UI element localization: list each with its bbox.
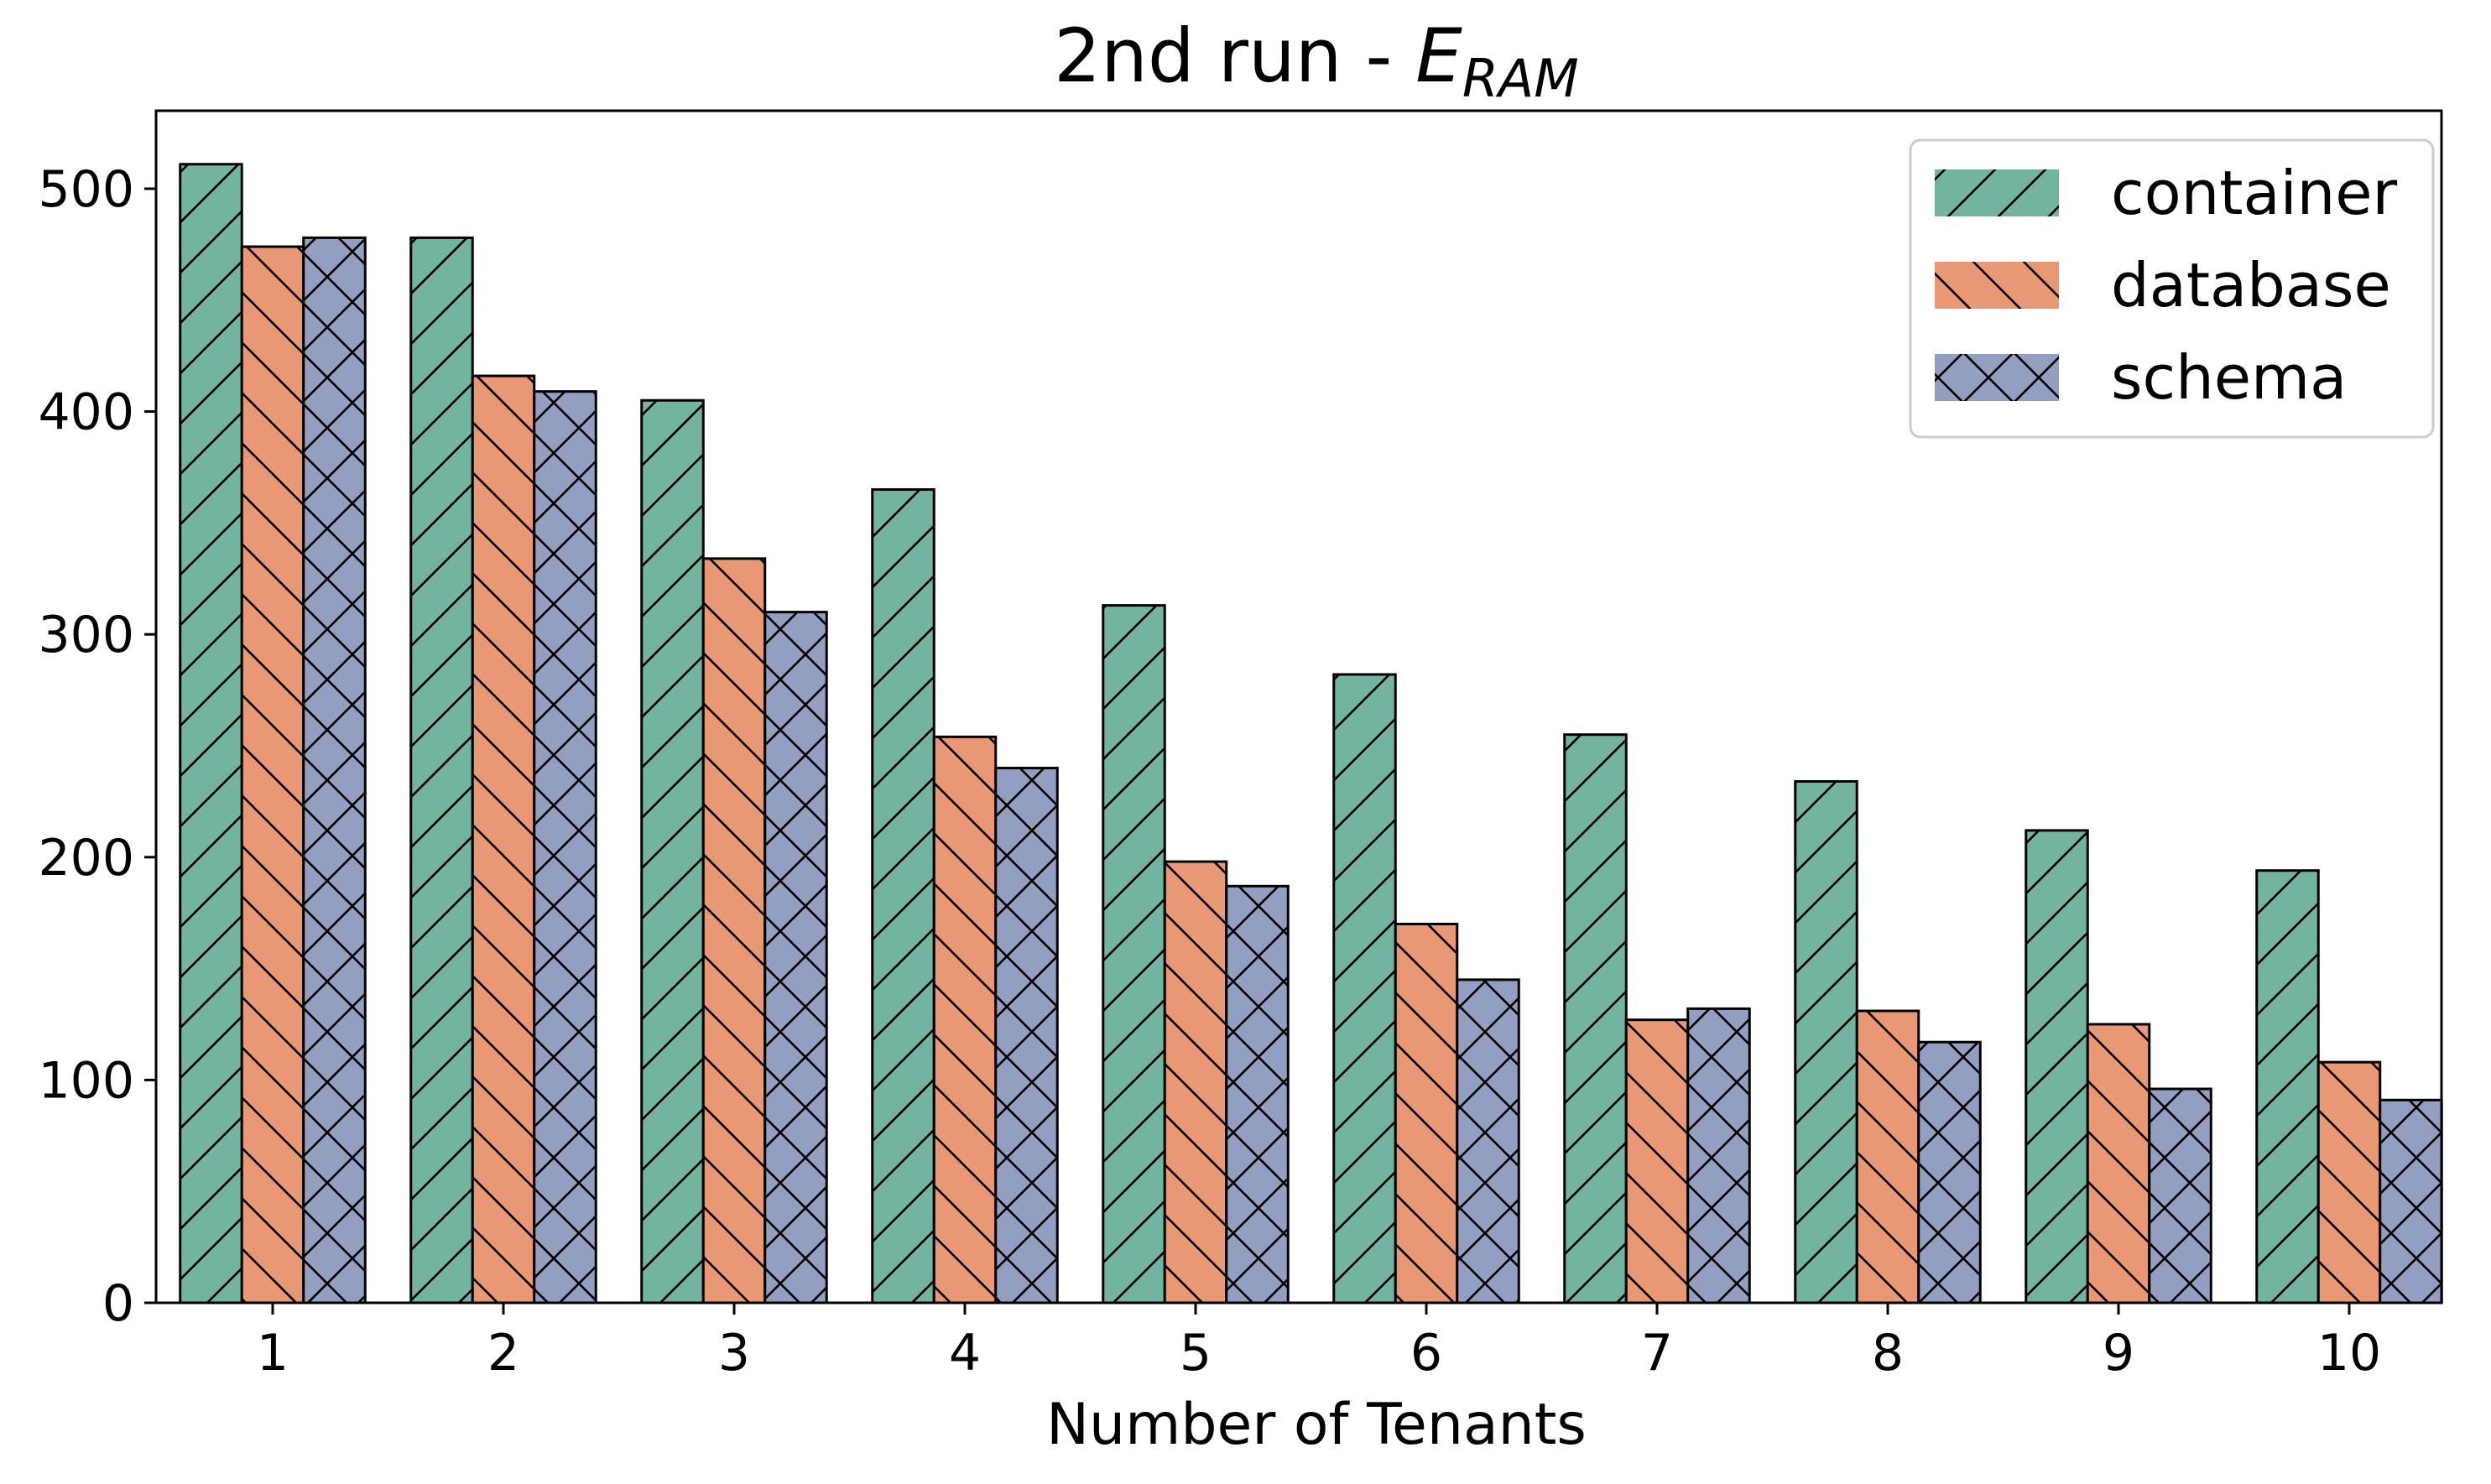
bar-hatch	[1332, 673, 1397, 1304]
bar-database-8	[1855, 1009, 1920, 1304]
bar-hatch	[1917, 1040, 1982, 1304]
legend-item-container: container	[1935, 158, 2398, 228]
bar-schema-1	[302, 236, 367, 1304]
x-axis-label: Number of Tenants	[1046, 1392, 1587, 1458]
y-tick-label: 200	[38, 829, 134, 888]
bar-hatch	[409, 236, 474, 1304]
bar-hatch	[2148, 1087, 2212, 1304]
bar-database-5	[1163, 860, 1228, 1304]
bar-schema-6	[1456, 978, 1520, 1304]
bar-hatch	[1102, 604, 1166, 1304]
x-tick-label: 3	[718, 1324, 750, 1382]
bar-database-4	[932, 735, 998, 1304]
bar-hatch	[240, 245, 305, 1304]
bar-database-3	[701, 557, 767, 1304]
bar-hatch	[302, 236, 367, 1304]
bar-schema-3	[763, 611, 828, 1304]
x-axis: 1 2 3 4 5 6 7 8 9 10	[257, 1303, 2381, 1382]
legend-item-schema: schema	[1935, 342, 2347, 413]
x-tick-label: 2	[487, 1324, 519, 1382]
chart-title: 2nd run - ERAM	[1054, 13, 1579, 109]
bar-schema-7	[1686, 1007, 1751, 1304]
legend-item-database: database	[1935, 250, 2391, 320]
bar-hatch	[871, 488, 935, 1304]
x-tick-label: 9	[2103, 1324, 2134, 1382]
bar-container-9	[2025, 829, 2089, 1304]
bar-hatch	[1563, 733, 1628, 1304]
bar-database-7	[1624, 1018, 1690, 1304]
bar-hatch	[640, 398, 705, 1304]
legend-label: database	[2111, 250, 2391, 320]
bar-container-8	[1794, 779, 1858, 1304]
y-tick-label: 100	[38, 1051, 134, 1110]
bars-layer	[179, 163, 2443, 1304]
bar-container-7	[1563, 733, 1628, 1304]
x-tick-label: 5	[1180, 1324, 1212, 1382]
bar-hatch	[932, 735, 998, 1304]
bar-hatch	[2316, 1060, 2382, 1304]
bar-container-5	[1102, 604, 1166, 1304]
x-tick-label: 1	[257, 1324, 289, 1382]
bar-schema-4	[994, 767, 1059, 1304]
bar-hatch	[2255, 869, 2320, 1304]
x-tick-label: 6	[1410, 1324, 1442, 1382]
bar-database-9	[2086, 1023, 2151, 1304]
bar-container-3	[640, 398, 705, 1304]
bar-schema-5	[1225, 884, 1290, 1304]
bar-database-2	[471, 374, 536, 1304]
bar-database-1	[240, 245, 305, 1304]
bar-container-1	[179, 163, 243, 1304]
plot-frame	[154, 109, 2443, 1304]
x-tick-label: 7	[1641, 1324, 1673, 1382]
bar-schema-10	[2379, 1098, 2443, 1304]
bar-hatch	[1225, 884, 1290, 1304]
bar-hatch	[994, 767, 1059, 1304]
bar-hatch	[1794, 779, 1858, 1304]
bar-hatch	[2086, 1023, 2151, 1304]
bar-database-6	[1394, 922, 1459, 1304]
bar-hatch	[179, 163, 243, 1304]
bar-hatch	[1456, 978, 1520, 1304]
bar-hatch	[533, 390, 597, 1304]
bar-hatch	[1163, 860, 1228, 1304]
bar-schema-2	[533, 390, 597, 1304]
bar-hatch	[701, 557, 767, 1304]
bar-hatch	[1855, 1009, 1920, 1304]
bar-database-10	[2316, 1060, 2382, 1304]
bar-hatch	[763, 611, 828, 1304]
y-tick-label: 300	[38, 606, 134, 664]
bar-hatch	[1686, 1007, 1751, 1304]
legend-swatch-hatch	[1935, 262, 2059, 309]
y-axis: 0 100 200 300 400 500	[38, 160, 156, 1333]
legend-label: schema	[2111, 342, 2347, 413]
bar-container-2	[409, 236, 474, 1304]
legend-label: container	[2111, 158, 2398, 228]
bar-schema-8	[1917, 1040, 1982, 1304]
bar-container-4	[871, 488, 935, 1304]
bar-hatch	[2379, 1098, 2443, 1304]
legend-swatch-hatch	[1935, 169, 2059, 216]
x-tick-label: 8	[1872, 1324, 1904, 1382]
y-tick-label: 0	[102, 1274, 134, 1333]
bar-container-10	[2255, 869, 2320, 1304]
legend-swatch-hatch	[1935, 354, 2059, 401]
y-tick-label: 500	[38, 160, 134, 219]
y-tick-label: 400	[38, 383, 134, 442]
x-tick-label: 10	[2317, 1324, 2381, 1382]
bar-schema-9	[2148, 1087, 2212, 1304]
bar-container-6	[1332, 673, 1397, 1304]
bar-hatch	[1624, 1018, 1690, 1304]
bar-hatch	[471, 374, 536, 1304]
bar-hatch	[1394, 922, 1459, 1304]
x-tick-label: 4	[949, 1324, 981, 1382]
bar-hatch	[2025, 829, 2089, 1304]
legend: container database schema	[1909, 138, 2435, 439]
